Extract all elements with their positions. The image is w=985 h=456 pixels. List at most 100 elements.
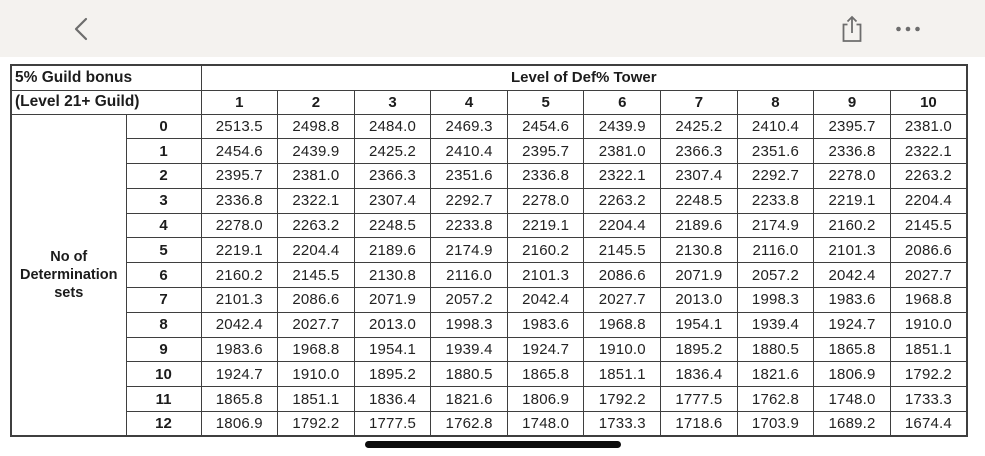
table-cell: 2116.0 (736, 237, 815, 264)
table-cell: 2513.5 (200, 113, 279, 140)
table-cell: 2454.6 (200, 138, 279, 165)
table-cell: 2439.9 (277, 138, 355, 165)
table-row: 1 2454.6 2439.9 2425.2 2410.4 2395.7 2381.0 236… (11, 138, 968, 165)
table-cell: 1880.5 (736, 336, 815, 363)
ellipsis-icon (895, 25, 921, 33)
table-row: 2 2395.7 2381.0 2366.3 2351.6 2336.8 2322.1 230… (11, 163, 968, 189)
table-cell: 2116.0 (430, 262, 508, 289)
table-title: 5% Guild bonus (10, 64, 202, 91)
table-cell: 2189.6 (353, 237, 432, 264)
table-cell: 2469.3 (430, 113, 508, 140)
table-cell: 2454.6 (506, 113, 585, 140)
table-cell: 2395.7 (506, 138, 585, 165)
table-cell: 1762.8 (430, 411, 508, 437)
table-cell: 2322.1 (583, 163, 662, 189)
table-cell: 1821.6 (736, 361, 815, 388)
row-header: 2 (125, 163, 202, 189)
column-header: 4 (430, 89, 508, 115)
table-cell: 1689.2 (813, 411, 891, 437)
table-header-row-2: (Level 21+ Guild) 1 2 3 4 5 6 7 8 9 10 (10, 89, 968, 115)
table-cell: 2263.2 (889, 163, 968, 189)
table-cell: 2174.9 (736, 212, 815, 239)
table-cell: 1748.0 (813, 386, 891, 413)
table-cell: 2307.4 (660, 163, 738, 189)
table-cell: 2204.4 (889, 187, 968, 214)
table-cell: 1851.1 (583, 361, 662, 388)
table-cell: 2057.2 (430, 287, 508, 313)
more-button[interactable] (895, 25, 921, 33)
table-cell: 2233.8 (430, 212, 508, 239)
table-cell: 2381.0 (277, 163, 355, 189)
table-cell: 1806.9 (200, 411, 279, 437)
table-row: 6 2160.2 2145.5 2130.8 2116.0 2101.3 2086.6 207… (11, 262, 968, 289)
table-cell: 2130.8 (660, 237, 738, 264)
table-cell: 2366.3 (353, 163, 432, 189)
table-cell: 2160.2 (200, 262, 279, 289)
table-row: 5 2219.1 2204.4 2189.6 2174.9 2160.2 2145.5 213… (11, 237, 968, 264)
table-cell: 2042.4 (813, 262, 891, 289)
share-button[interactable] (839, 14, 865, 44)
table-cell: 1865.8 (506, 361, 585, 388)
table-cell: 2484.0 (353, 113, 432, 140)
table-cell: 1939.4 (736, 311, 815, 338)
table-cell: 2381.0 (889, 113, 968, 140)
table-cell: 1968.8 (583, 311, 662, 338)
table-cell: 2042.4 (506, 287, 585, 313)
table-subtitle: (Level 21+ Guild) (10, 89, 202, 115)
table-cell: 2410.4 (736, 113, 815, 140)
table-cell: 2057.2 (736, 262, 815, 289)
table-row: 4 2278.0 2263.2 2248.5 2233.8 2219.1 2204.4 218… (11, 212, 968, 239)
table-cell: 2071.9 (660, 262, 738, 289)
table-cell: 1910.0 (277, 361, 355, 388)
table-cell: 1983.6 (506, 311, 585, 338)
toolbar (0, 0, 985, 57)
table-cell: 2248.5 (660, 187, 738, 214)
table-header-row-1: 5% Guild bonus Level of Def% Tower (10, 64, 968, 91)
table-row: No of Determination sets 0 2513.5 2498.8 2484.… (10, 113, 968, 437)
table-cell: 1821.6 (430, 386, 508, 413)
table-cell: 1777.5 (660, 386, 738, 413)
table-cell: 2395.7 (813, 113, 891, 140)
table-cell: 1865.8 (813, 336, 891, 363)
table-cell: 2248.5 (353, 212, 432, 239)
table-cell: 1806.9 (506, 386, 585, 413)
home-indicator[interactable] (364, 441, 621, 448)
table-cell: 1851.1 (277, 386, 355, 413)
table-cell: 2278.0 (813, 163, 891, 189)
column-header: 8 (736, 89, 815, 115)
table-cell: 2174.9 (430, 237, 508, 264)
table-cell: 1924.7 (200, 361, 279, 388)
table-cell: 1968.8 (889, 287, 968, 313)
row-header: 6 (125, 262, 202, 289)
table-cell: 1792.2 (889, 361, 968, 388)
column-group-header: Level of Def% Tower (200, 64, 968, 91)
table-cell: 1924.7 (506, 336, 585, 363)
table-cell: 1836.4 (660, 361, 738, 388)
guild-bonus-table: 5% Guild bonus Level of Def% Tower (Leve… (10, 64, 968, 438)
table-row: 8 2042.4 2027.7 2013.0 1998.3 1983.6 1968.8 195… (11, 311, 968, 338)
table-cell: 2498.8 (277, 113, 355, 140)
table-cell: 1851.1 (889, 336, 968, 363)
table-cell: 2160.2 (506, 237, 585, 264)
table-cell: 1895.2 (353, 361, 432, 388)
back-button[interactable] (68, 15, 94, 43)
table-cell: 2425.2 (353, 138, 432, 165)
table-row: 11 1865.8 1851.1 1836.4 1821.6 1806.9 1792.2 17… (11, 386, 968, 413)
table-row: 12 1806.9 1792.2 1777.5 1762.8 1748.0 1733.3 17… (11, 411, 968, 437)
table-row: 7 2101.3 2086.6 2071.9 2057.2 2042.4 2027.7 201… (11, 287, 968, 313)
table-cell: 1924.7 (813, 311, 891, 338)
table-cell: 1910.0 (889, 311, 968, 338)
table-cell: 2292.7 (736, 163, 815, 189)
table-cell: 2086.6 (889, 237, 968, 264)
table-cell: 1895.2 (660, 336, 738, 363)
table-cell: 2130.8 (353, 262, 432, 289)
table-cell: 2042.4 (200, 311, 279, 338)
table-cell: 2381.0 (583, 138, 662, 165)
table-cell: 1748.0 (506, 411, 585, 437)
table-cell: 2086.6 (583, 262, 662, 289)
table-cell: 2219.1 (813, 187, 891, 214)
table-cell: 1806.9 (813, 361, 891, 388)
table-cell: 1954.1 (660, 311, 738, 338)
share-icon (839, 14, 865, 44)
table-cell: 2145.5 (277, 262, 355, 289)
